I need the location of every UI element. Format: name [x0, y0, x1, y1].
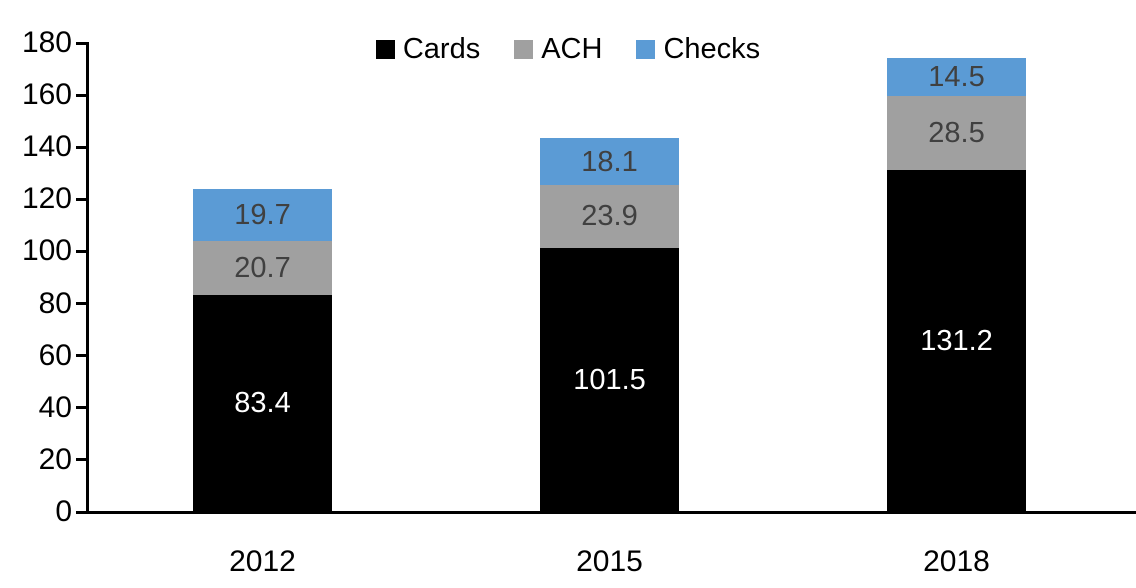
bar-value-label: 83.4 [234, 387, 291, 420]
y-axis-tick [76, 354, 89, 358]
bar-value-label: 18.1 [581, 145, 638, 178]
bar-value-label: 131.2 [920, 325, 993, 358]
x-axis-tick-label: 2018 [923, 545, 990, 578]
bar-value-label: 20.7 [234, 251, 291, 284]
y-axis-tick-label: 120 [21, 182, 72, 216]
bar-segment-2018-cards: 131.2 [887, 170, 1026, 512]
legend-swatch-icon [375, 39, 395, 59]
legend-item-ach: ACH [514, 33, 602, 65]
y-axis-tick-label: 180 [21, 26, 72, 59]
bar-segment-2018-ach: 28.5 [887, 95, 1026, 171]
bar-segment-2012-cards: 83.4 [193, 294, 332, 512]
legend-label: Checks [663, 33, 761, 65]
legend-label: ACH [541, 33, 603, 65]
y-axis-tick [76, 41, 89, 45]
y-axis-tick [76, 249, 89, 253]
bar-value-label: 28.5 [928, 117, 985, 150]
bar-segment-2015-checks: 18.1 [540, 138, 679, 186]
stacked-bar-2012: 83.4 20.7 19.7 [193, 189, 332, 512]
bar-segment-2015-cards: 101.5 [540, 247, 679, 512]
legend-swatch-icon [636, 39, 656, 59]
legend-label: Cards [402, 33, 481, 65]
y-axis-tick [76, 510, 89, 514]
bar-value-label: 23.9 [581, 200, 638, 233]
y-axis-line [86, 43, 89, 513]
y-axis-tick-label: 0 [55, 495, 72, 528]
y-axis-tick-label: 160 [21, 78, 72, 112]
y-axis-tick [76, 93, 89, 97]
y-axis-tick [76, 197, 89, 201]
bar-segment-2018-checks: 14.5 [887, 58, 1026, 96]
chart-legend: Cards ACH Checks [0, 33, 1136, 65]
y-axis-tick-label: 140 [21, 130, 72, 164]
x-axis-tick-label: 2015 [576, 545, 643, 578]
bar-slot-2018: 131.2 28.5 14.5 [783, 43, 1130, 512]
bar-value-label: 101.5 [573, 363, 646, 396]
stacked-bar-2015: 101.5 23.9 18.1 [540, 138, 679, 512]
bar-segment-2012-ach: 20.7 [193, 240, 332, 295]
bar-slot-2012: 83.4 20.7 19.7 [89, 43, 436, 512]
bar-segment-2015-ach: 23.9 [540, 185, 679, 248]
legend-swatch-icon [514, 39, 534, 59]
plot-area: 83.4 20.7 19.7 101.5 23.9 18.1 131.2 28.5 14.5 [89, 43, 1130, 512]
bar-value-label: 14.5 [928, 61, 985, 94]
x-axis-line [76, 511, 1136, 514]
y-axis-tick-label: 60 [38, 338, 72, 372]
y-axis-tick [76, 406, 89, 410]
y-axis-tick [76, 145, 89, 149]
y-axis-tick [76, 458, 89, 462]
legend-item-checks: Checks [636, 33, 760, 65]
y-axis-tick-label: 100 [21, 234, 72, 268]
legend-item-cards: Cards [375, 33, 481, 65]
stacked-bar-2018: 131.2 28.5 14.5 [887, 58, 1026, 512]
y-axis-tick-label: 20 [38, 442, 72, 476]
bar-value-label: 19.7 [234, 199, 291, 232]
bar-slot-2015: 101.5 23.9 18.1 [436, 43, 783, 512]
y-axis-tick [76, 302, 89, 306]
x-axis-tick-label: 2012 [229, 545, 296, 578]
y-axis-tick-label: 80 [38, 286, 72, 320]
bar-segment-2012-checks: 19.7 [193, 189, 332, 241]
y-axis-tick-label: 40 [38, 390, 72, 424]
